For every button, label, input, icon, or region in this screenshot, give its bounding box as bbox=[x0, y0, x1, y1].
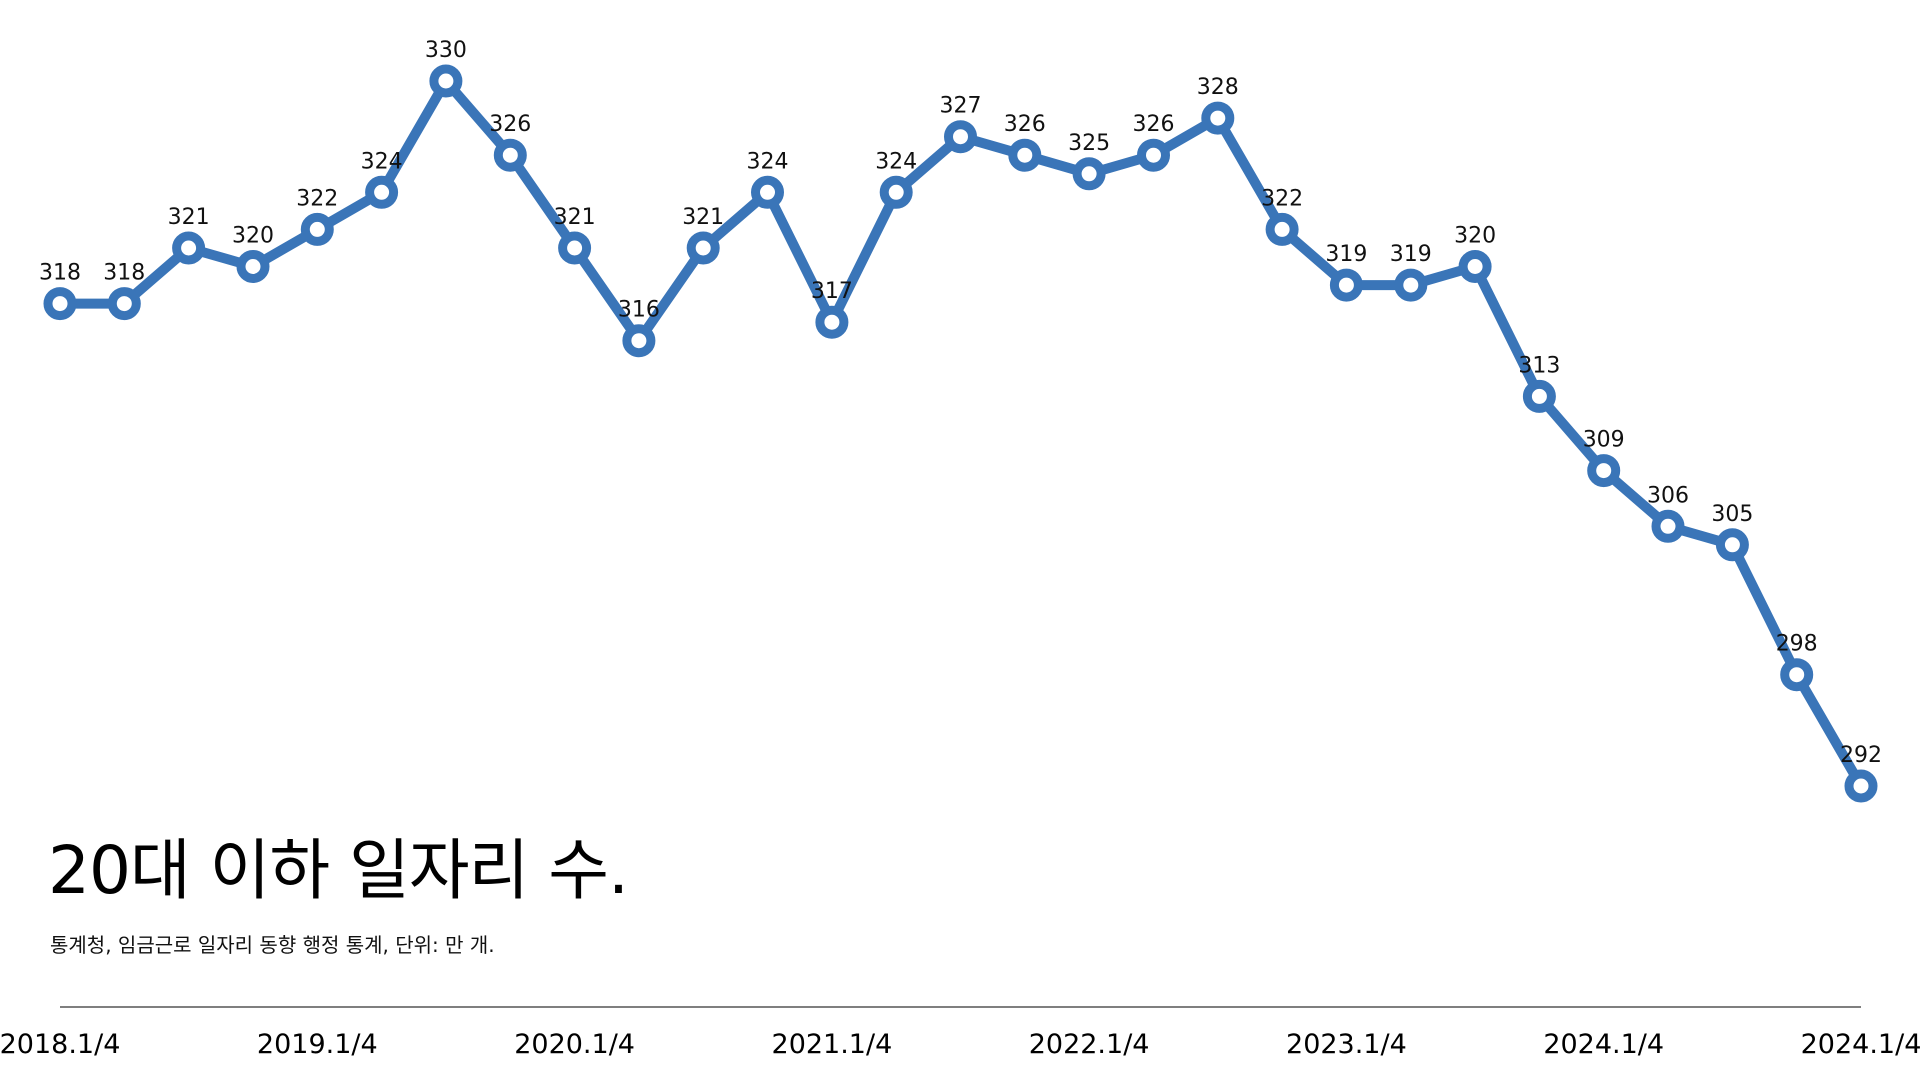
data-point bbox=[686, 231, 720, 265]
data-label: 321 bbox=[682, 205, 724, 230]
data-label: 320 bbox=[232, 224, 274, 249]
data-label-group: 318 318 321 320 322 324 330 326 321 316 321 324 317 3… bbox=[39, 38, 1882, 768]
data-label: 330 bbox=[425, 38, 467, 63]
x-tick-label: 2023.1/4 bbox=[1286, 1029, 1407, 1060]
data-point bbox=[1844, 769, 1878, 803]
data-point bbox=[879, 175, 913, 209]
data-label: 316 bbox=[618, 298, 660, 323]
data-point bbox=[300, 212, 334, 246]
x-tick-label: 2019.1/4 bbox=[257, 1029, 378, 1060]
data-label: 326 bbox=[1004, 112, 1046, 137]
chart-subtitle: 통계청, 임금근로 일자리 동향 행정 통계, 단위: 만 개. bbox=[50, 933, 495, 957]
data-label: 324 bbox=[361, 149, 403, 174]
data-label: 317 bbox=[811, 279, 853, 304]
data-label: 318 bbox=[103, 261, 145, 286]
x-tick-label: 2018.1/4 bbox=[0, 1029, 120, 1060]
x-tick-group: 2018.1/4 2019.1/4 2020.1/4 2021.1/4 2022.1/4… bbox=[0, 1029, 1920, 1060]
data-point bbox=[1458, 250, 1492, 283]
data-label: 309 bbox=[1583, 428, 1625, 453]
data-point bbox=[1651, 509, 1685, 543]
data-label: 324 bbox=[747, 149, 789, 174]
series-group bbox=[43, 64, 1878, 803]
data-label: 319 bbox=[1390, 242, 1432, 267]
data-point bbox=[622, 324, 656, 358]
data-point bbox=[365, 175, 399, 209]
data-point bbox=[1201, 101, 1235, 135]
data-point bbox=[1780, 658, 1814, 692]
data-label: 322 bbox=[1261, 186, 1303, 211]
x-tick-label: 2024.1/4 bbox=[1801, 1029, 1920, 1060]
data-label: 327 bbox=[940, 94, 982, 119]
data-label: 325 bbox=[1068, 131, 1110, 156]
data-point bbox=[1137, 138, 1170, 172]
data-point bbox=[1008, 138, 1042, 172]
data-point bbox=[944, 120, 977, 154]
data-point bbox=[43, 287, 77, 321]
data-label: 322 bbox=[296, 186, 338, 211]
data-point bbox=[1329, 268, 1363, 302]
data-label: 298 bbox=[1776, 632, 1818, 657]
chart-title: 20대 이하 일자리 수. bbox=[48, 832, 629, 909]
data-label: 326 bbox=[489, 112, 531, 137]
data-label: 321 bbox=[168, 205, 210, 230]
x-tick-label: 2020.1/4 bbox=[514, 1029, 635, 1060]
data-point bbox=[1265, 212, 1299, 246]
data-label: 306 bbox=[1647, 483, 1689, 508]
data-label: 305 bbox=[1711, 502, 1753, 527]
data-label: 292 bbox=[1840, 743, 1882, 768]
data-label: 326 bbox=[1133, 112, 1175, 137]
x-tick-label: 2022.1/4 bbox=[1029, 1029, 1150, 1060]
data-point bbox=[429, 64, 463, 98]
data-point bbox=[172, 231, 206, 265]
data-label: 324 bbox=[875, 149, 917, 174]
data-point bbox=[493, 138, 527, 172]
data-label: 318 bbox=[39, 261, 81, 286]
data-point bbox=[558, 231, 592, 265]
data-label: 328 bbox=[1197, 75, 1239, 100]
x-tick-label: 2024.1/4 bbox=[1543, 1029, 1664, 1060]
data-point bbox=[236, 250, 270, 283]
data-label: 321 bbox=[554, 205, 596, 230]
data-point bbox=[107, 287, 141, 321]
data-point bbox=[1522, 379, 1556, 413]
data-point bbox=[1394, 268, 1428, 302]
data-point bbox=[1072, 157, 1106, 191]
data-label: 313 bbox=[1518, 353, 1560, 378]
data-point bbox=[1715, 528, 1749, 562]
data-label: 319 bbox=[1325, 242, 1367, 267]
data-label: 320 bbox=[1454, 224, 1496, 249]
data-point bbox=[1587, 454, 1621, 488]
data-point bbox=[815, 305, 849, 339]
data-point bbox=[751, 175, 784, 209]
x-tick-label: 2021.1/4 bbox=[772, 1029, 893, 1060]
